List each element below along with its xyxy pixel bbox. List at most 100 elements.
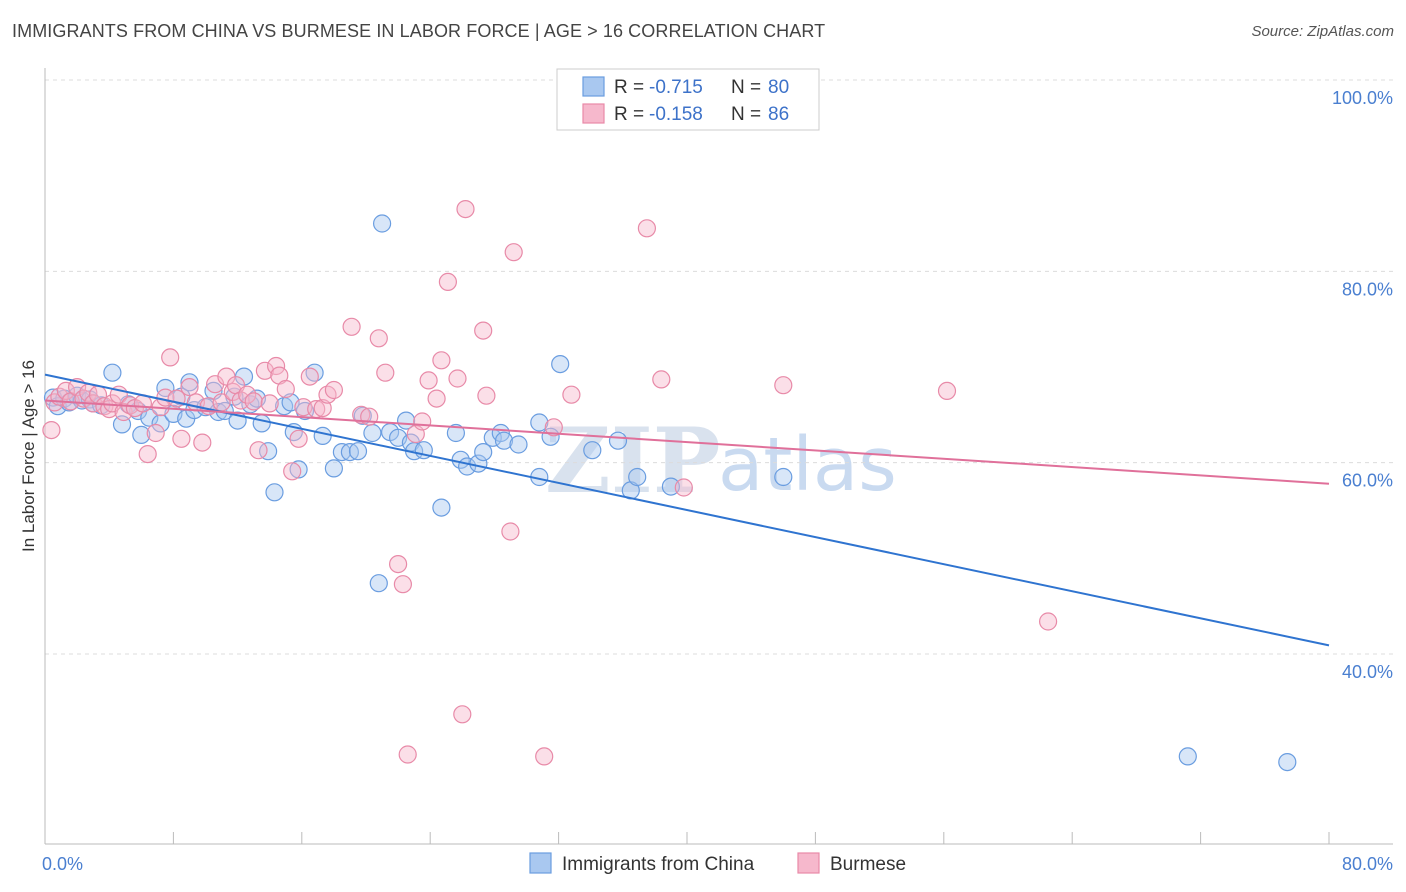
burmese-point bbox=[267, 356, 286, 376]
burmese-point bbox=[937, 381, 957, 400]
burmese-point bbox=[283, 462, 302, 481]
trend-lines bbox=[44, 373, 1330, 647]
x-tick-labels: 0.0% 80.0% bbox=[42, 854, 1393, 874]
burmese-point bbox=[313, 399, 332, 418]
bottom-legend-label-burmese: Burmese bbox=[830, 854, 906, 875]
burmese-point bbox=[419, 371, 438, 390]
burmese-point bbox=[146, 423, 165, 443]
legend-n-label-burmese: N = bbox=[731, 104, 761, 125]
china-point bbox=[1178, 747, 1197, 766]
burmese-point bbox=[637, 219, 657, 238]
legend-r-label-burmese: R = bbox=[614, 104, 644, 125]
burmese-point bbox=[42, 421, 61, 440]
bottom-legend-swatch-burmese bbox=[797, 852, 820, 874]
burmese-point bbox=[324, 380, 343, 400]
china-point bbox=[432, 498, 451, 517]
burmese-point bbox=[774, 376, 793, 395]
bottom-legend-swatch-china bbox=[529, 852, 552, 874]
burmese-point bbox=[674, 478, 693, 497]
y-tick-label: 40.0% bbox=[1342, 662, 1393, 682]
china-point bbox=[103, 363, 122, 382]
burmese-point bbox=[413, 412, 432, 431]
burmese-point bbox=[193, 433, 212, 452]
china-point bbox=[348, 442, 368, 461]
burmese-point bbox=[56, 381, 76, 400]
chart-source: Source: ZipAtlas.com bbox=[1251, 23, 1394, 40]
china-point bbox=[259, 442, 278, 461]
china-point bbox=[1278, 752, 1297, 772]
china-point bbox=[369, 574, 388, 593]
burmese-point bbox=[255, 361, 274, 380]
burmese-point bbox=[393, 575, 412, 594]
legend-r-label-china: R = bbox=[614, 77, 644, 98]
burmese-point bbox=[453, 705, 472, 724]
burmese-point bbox=[535, 747, 554, 766]
china-point bbox=[509, 435, 528, 454]
china-point bbox=[289, 460, 308, 479]
china-point bbox=[363, 423, 382, 443]
y-tick-labels: 100.0% 80.0% 60.0% 40.0% bbox=[1332, 88, 1393, 682]
watermark: ZIP atlas bbox=[545, 408, 897, 514]
burmese-point bbox=[244, 392, 263, 411]
china-point bbox=[265, 483, 284, 502]
china-point bbox=[252, 414, 271, 433]
china-point bbox=[608, 431, 628, 450]
burmese-point bbox=[342, 317, 361, 336]
legend-r-value-burmese: -0.158 bbox=[649, 104, 703, 125]
burmese-point bbox=[249, 441, 268, 460]
burmese-point bbox=[477, 386, 496, 405]
china-point bbox=[180, 373, 199, 392]
burmese-point bbox=[448, 369, 467, 388]
burmese-trend-line bbox=[44, 399, 1330, 485]
y-tick-label: 80.0% bbox=[1342, 279, 1393, 299]
burmese-point bbox=[398, 745, 417, 764]
china-point bbox=[156, 378, 175, 398]
china-point bbox=[530, 413, 549, 432]
burmese-point bbox=[562, 385, 581, 404]
china-point bbox=[313, 426, 332, 445]
china-point bbox=[151, 414, 170, 433]
gridlines bbox=[45, 79, 1393, 655]
burmese-point bbox=[376, 363, 395, 382]
legend-bottom: Immigrants from China Burmese bbox=[529, 852, 906, 875]
burmese-point bbox=[180, 378, 199, 397]
legend-swatch-burmese bbox=[582, 103, 605, 124]
china-point bbox=[628, 467, 647, 487]
burmese-point bbox=[504, 243, 523, 262]
burmese-point bbox=[260, 394, 279, 413]
x-tick-label: 0.0% bbox=[42, 854, 83, 874]
x-tick-label: 80.0% bbox=[1342, 854, 1393, 874]
burmese-point bbox=[161, 348, 180, 367]
burmese-point bbox=[427, 389, 446, 408]
x-axis-ticks bbox=[44, 832, 1330, 844]
burmese-point bbox=[138, 445, 157, 464]
legend-n-value-china: 80 bbox=[768, 77, 789, 98]
china-point bbox=[494, 431, 514, 450]
china-point bbox=[324, 459, 343, 478]
legend-top: R = -0.715 N = 80 R = -0.158 N = 86 bbox=[556, 68, 820, 131]
burmese-point bbox=[1038, 612, 1058, 631]
china-point bbox=[474, 443, 493, 462]
china-points bbox=[43, 214, 1297, 772]
burmese-point bbox=[300, 367, 319, 386]
burmese-point bbox=[501, 522, 520, 541]
china-point bbox=[132, 425, 151, 444]
y-tick-label: 60.0% bbox=[1342, 471, 1393, 491]
burmese-point bbox=[652, 370, 671, 389]
burmese-point bbox=[544, 418, 563, 437]
burmese-point bbox=[238, 385, 257, 404]
legend-swatch-china bbox=[582, 76, 605, 97]
watermark-atlas: atlas bbox=[718, 422, 897, 508]
china-point bbox=[774, 467, 793, 487]
legend-r-value-china: -0.715 bbox=[649, 77, 703, 98]
burmese-point bbox=[474, 321, 493, 340]
legend-n-label-china: N = bbox=[731, 77, 761, 98]
china-point bbox=[373, 214, 392, 233]
burmese-point bbox=[289, 429, 308, 448]
bottom-legend-label-china: Immigrants from China bbox=[562, 854, 755, 875]
burmese-point bbox=[172, 429, 191, 448]
burmese-point bbox=[276, 379, 295, 399]
y-axis-label: In Labor Force | Age > 16 bbox=[19, 360, 38, 552]
legend-n-value-burmese: 86 bbox=[768, 104, 789, 125]
